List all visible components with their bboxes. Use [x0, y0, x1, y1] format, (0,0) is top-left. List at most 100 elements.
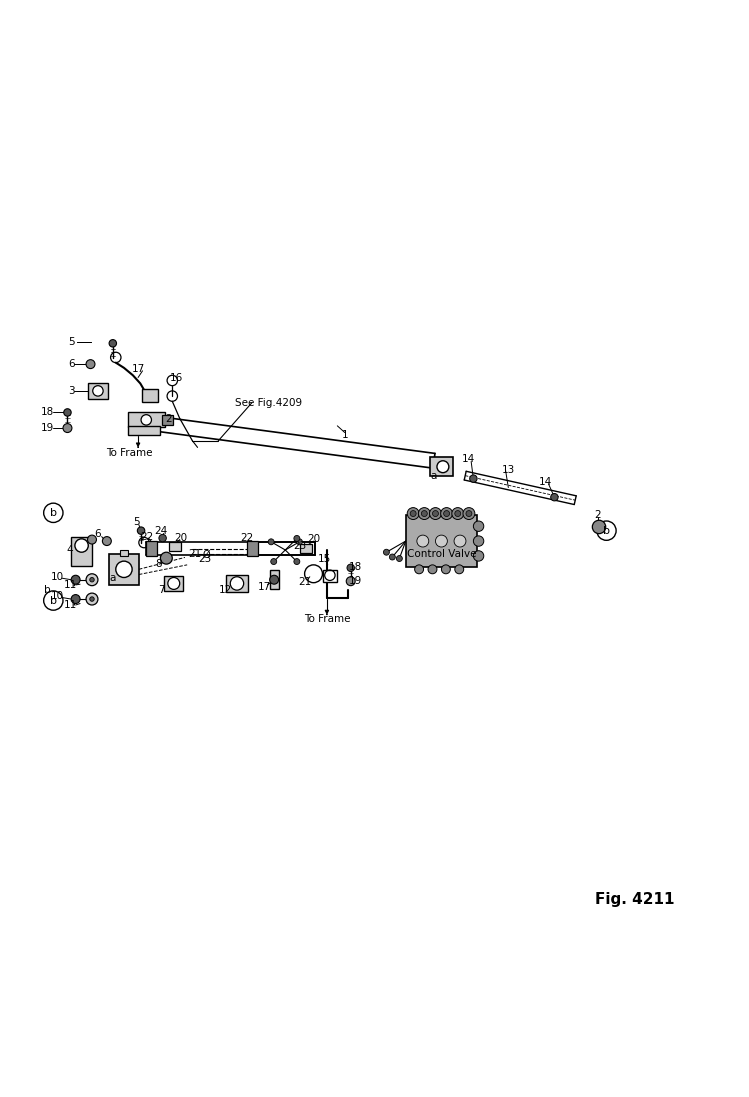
Text: 5: 5 [133, 518, 140, 528]
Bar [270, 570, 279, 589]
Text: 11: 11 [64, 600, 77, 610]
Bar [300, 544, 312, 553]
Text: 21: 21 [188, 548, 201, 558]
Bar [247, 541, 258, 556]
Circle shape [63, 423, 72, 432]
Circle shape [435, 535, 447, 547]
Bar [163, 415, 174, 425]
Text: 20: 20 [175, 533, 188, 543]
Circle shape [93, 386, 103, 396]
Text: 6: 6 [94, 529, 101, 539]
Bar [142, 388, 158, 402]
Circle shape [383, 550, 389, 555]
Text: a: a [109, 574, 116, 584]
Bar [121, 550, 127, 556]
Text: 17: 17 [132, 363, 145, 374]
Text: 14: 14 [539, 476, 552, 487]
Text: 18: 18 [40, 407, 54, 418]
Circle shape [441, 565, 450, 574]
Text: 22: 22 [240, 533, 253, 543]
Circle shape [443, 510, 449, 517]
Text: a: a [431, 472, 437, 482]
Bar [225, 575, 248, 591]
Text: 7: 7 [159, 585, 166, 596]
Circle shape [428, 565, 437, 574]
Text: 15: 15 [318, 554, 330, 564]
Circle shape [455, 510, 461, 517]
Circle shape [432, 510, 438, 517]
Circle shape [103, 536, 112, 545]
Circle shape [346, 577, 355, 586]
Text: To Frame: To Frame [303, 614, 351, 624]
Text: 13: 13 [502, 465, 515, 475]
Bar [169, 542, 181, 551]
Circle shape [470, 475, 477, 483]
Text: b: b [50, 596, 57, 606]
Circle shape [389, 554, 395, 559]
Circle shape [75, 539, 88, 552]
Text: 19: 19 [40, 423, 54, 433]
Text: 8: 8 [156, 559, 163, 569]
Text: b: b [50, 508, 57, 518]
Circle shape [86, 360, 95, 369]
Text: See Fig.4209: See Fig.4209 [235, 398, 303, 408]
Text: 6: 6 [69, 359, 75, 369]
Circle shape [141, 415, 151, 426]
Text: 20: 20 [307, 534, 320, 544]
Bar [165, 576, 183, 591]
Circle shape [294, 535, 300, 542]
Circle shape [452, 508, 464, 520]
Bar [127, 412, 165, 428]
Circle shape [454, 535, 466, 547]
Circle shape [396, 555, 402, 562]
Circle shape [473, 521, 484, 531]
Text: To Frame: To Frame [106, 449, 152, 459]
Text: 3: 3 [69, 386, 75, 396]
Text: 11: 11 [64, 580, 77, 590]
Circle shape [347, 564, 354, 572]
Circle shape [592, 520, 606, 533]
Circle shape [473, 535, 484, 546]
Circle shape [415, 565, 424, 574]
Text: 1: 1 [342, 430, 348, 441]
Circle shape [71, 595, 80, 603]
Bar [146, 541, 157, 556]
Circle shape [466, 510, 472, 517]
Text: 10: 10 [50, 572, 64, 581]
Text: 22: 22 [140, 532, 154, 542]
Text: 24: 24 [154, 525, 168, 535]
Text: 14: 14 [461, 454, 475, 464]
Bar [109, 554, 139, 585]
Text: 5: 5 [69, 337, 75, 347]
Circle shape [410, 510, 416, 517]
Circle shape [551, 494, 558, 501]
Text: 4: 4 [67, 545, 73, 555]
Text: 12: 12 [219, 585, 232, 596]
Text: b: b [603, 525, 610, 535]
Circle shape [86, 593, 98, 606]
Circle shape [90, 597, 94, 601]
Text: 23: 23 [198, 554, 212, 564]
Bar [88, 383, 109, 399]
Text: 10: 10 [50, 591, 64, 601]
Circle shape [463, 508, 475, 520]
Circle shape [437, 461, 449, 473]
Circle shape [270, 558, 276, 565]
Circle shape [64, 409, 71, 416]
Bar [406, 516, 476, 567]
Circle shape [168, 577, 180, 589]
Circle shape [270, 575, 279, 585]
Bar [430, 457, 452, 476]
Text: Fig. 4211: Fig. 4211 [595, 892, 674, 907]
Text: 19: 19 [348, 576, 362, 586]
Circle shape [88, 535, 97, 544]
Text: 18: 18 [348, 562, 362, 573]
Circle shape [230, 577, 243, 590]
Text: b: b [44, 585, 51, 596]
Circle shape [297, 539, 303, 545]
Text: Control Valve: Control Valve [407, 548, 476, 558]
Circle shape [116, 562, 132, 577]
Circle shape [294, 558, 300, 565]
Text: 23: 23 [294, 541, 307, 552]
Circle shape [407, 508, 419, 520]
